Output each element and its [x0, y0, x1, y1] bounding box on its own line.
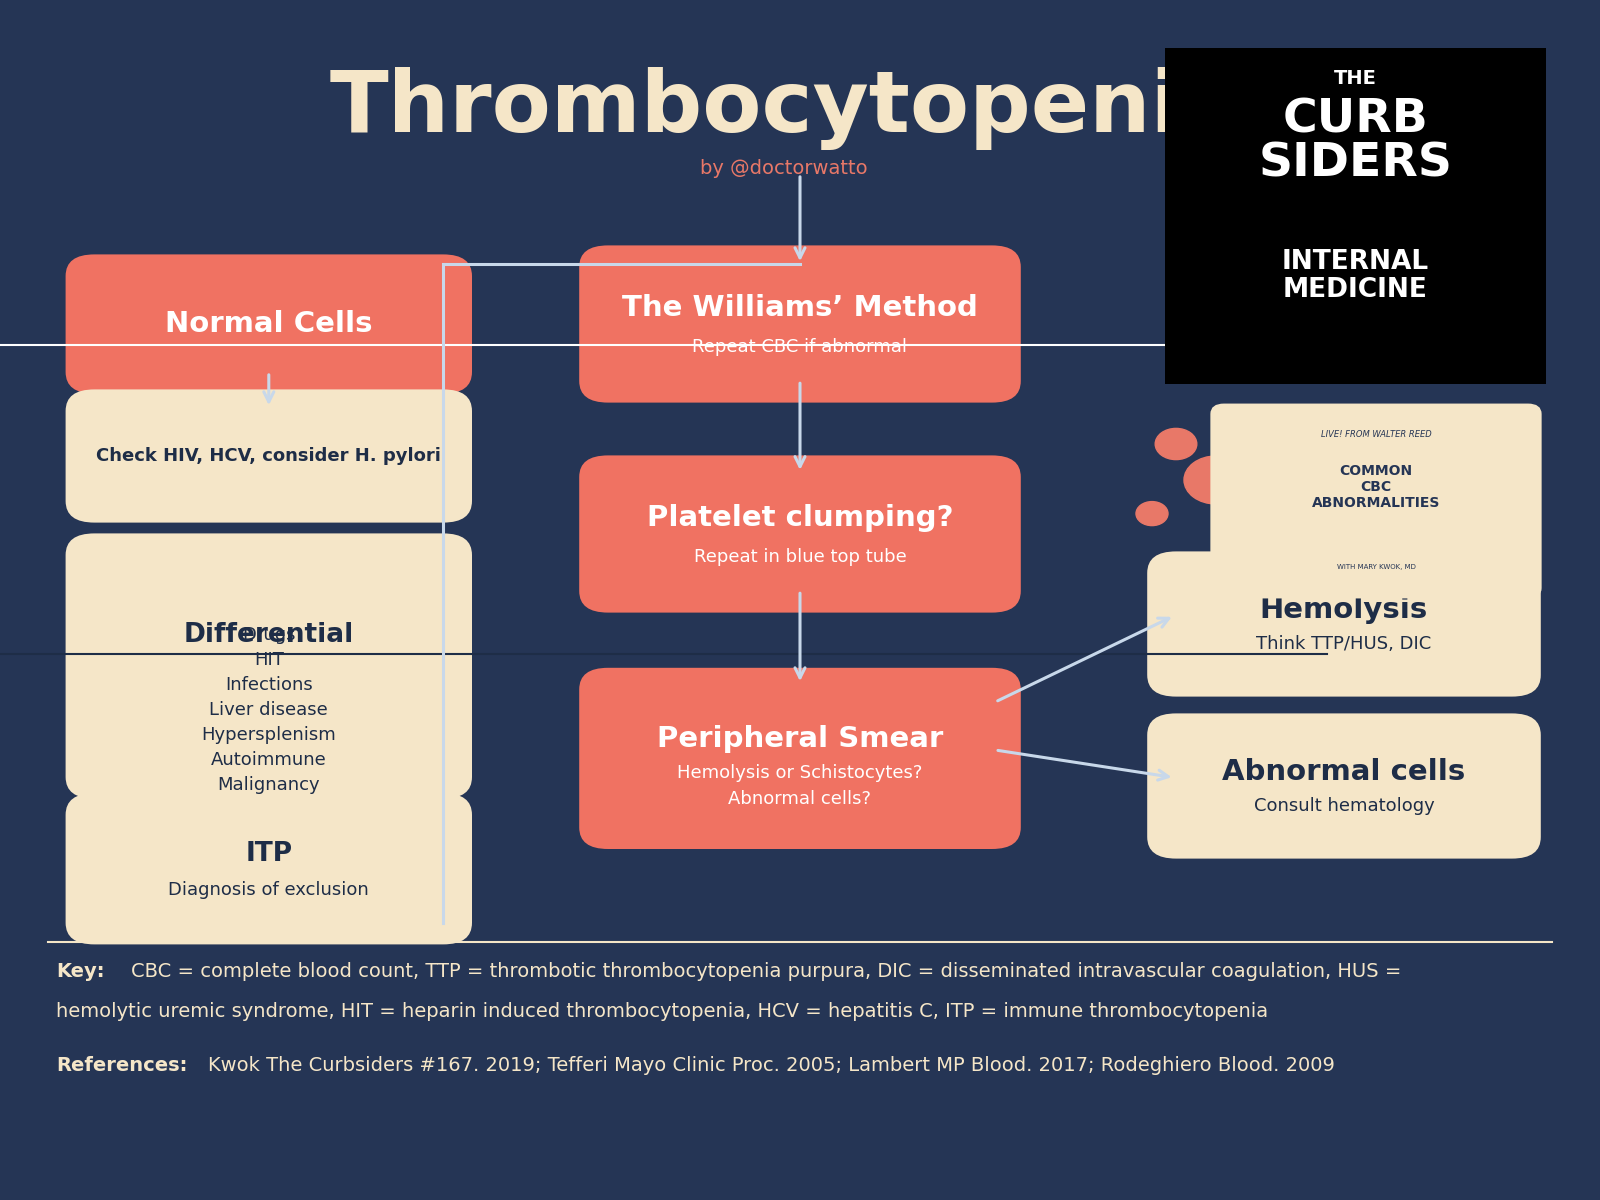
Text: Peripheral Smear: Peripheral Smear: [658, 725, 942, 754]
FancyBboxPatch shape: [1147, 551, 1541, 696]
Text: THE: THE: [1334, 68, 1376, 88]
Circle shape: [1136, 502, 1168, 526]
Text: Repeat CBC if abnormal: Repeat CBC if abnormal: [693, 338, 907, 355]
FancyBboxPatch shape: [66, 254, 472, 394]
Text: Check HIV, HCV, consider H. pylori: Check HIV, HCV, consider H. pylori: [96, 446, 442, 464]
Text: Normal Cells: Normal Cells: [165, 310, 373, 338]
Text: Drugs
HIT
Infections
Liver disease
Hypersplenism
Autoimmune
Malignancy: Drugs HIT Infections Liver disease Hyper…: [202, 626, 336, 794]
Text: CURB
SIDERS: CURB SIDERS: [1258, 98, 1453, 186]
Text: Hemolysis or Schistocytes?
Abnormal cells?: Hemolysis or Schistocytes? Abnormal cell…: [677, 764, 923, 808]
Circle shape: [1226, 514, 1270, 547]
Text: COMMON
CBC
ABNORMALITIES: COMMON CBC ABNORMALITIES: [1312, 464, 1440, 510]
Text: Differential: Differential: [184, 622, 354, 648]
Text: Consult hematology: Consult hematology: [1254, 797, 1434, 816]
Text: by @doctorwatto: by @doctorwatto: [701, 158, 867, 178]
Text: Abnormal cells: Abnormal cells: [1222, 757, 1466, 786]
FancyBboxPatch shape: [579, 245, 1021, 403]
Text: Platelet clumping?: Platelet clumping?: [646, 504, 954, 532]
Text: Thrombocytopenia: Thrombocytopenia: [330, 66, 1238, 150]
Text: Diagnosis of exclusion: Diagnosis of exclusion: [168, 881, 370, 900]
Circle shape: [1155, 428, 1197, 460]
FancyBboxPatch shape: [1211, 404, 1541, 598]
Circle shape: [1184, 456, 1248, 504]
FancyBboxPatch shape: [66, 793, 472, 944]
Text: References:: References:: [56, 1056, 187, 1075]
FancyBboxPatch shape: [1147, 713, 1541, 859]
FancyBboxPatch shape: [66, 389, 472, 523]
Text: Kwok The Curbsiders #167. 2019; Tefferi Mayo Clinic Proc. 2005; Lambert MP Blood: Kwok The Curbsiders #167. 2019; Tefferi …: [208, 1056, 1334, 1075]
Text: hemolytic uremic syndrome, HIT = heparin induced thrombocytopenia, HCV = hepatit: hemolytic uremic syndrome, HIT = heparin…: [56, 1002, 1269, 1021]
Text: Key:: Key:: [56, 962, 104, 982]
Text: WITH MARY KWOK, MD: WITH MARY KWOK, MD: [1336, 564, 1416, 570]
Text: The Williams’ Method: The Williams’ Method: [622, 294, 978, 322]
Text: Think TTP/HUS, DIC: Think TTP/HUS, DIC: [1256, 636, 1432, 653]
Text: ITP: ITP: [245, 841, 293, 866]
FancyBboxPatch shape: [579, 667, 1021, 850]
Text: INTERNAL
MEDICINE: INTERNAL MEDICINE: [1282, 250, 1429, 304]
Text: LIVE! FROM WALTER REED: LIVE! FROM WALTER REED: [1320, 431, 1432, 439]
FancyBboxPatch shape: [1165, 48, 1546, 384]
Text: Repeat in blue top tube: Repeat in blue top tube: [694, 547, 906, 565]
Text: CBC = complete blood count, TTP = thrombotic thrombocytopenia purpura, DIC = dis: CBC = complete blood count, TTP = thromb…: [131, 962, 1402, 982]
FancyBboxPatch shape: [579, 455, 1021, 612]
FancyBboxPatch shape: [66, 533, 472, 799]
Text: Hemolysis: Hemolysis: [1259, 595, 1429, 624]
